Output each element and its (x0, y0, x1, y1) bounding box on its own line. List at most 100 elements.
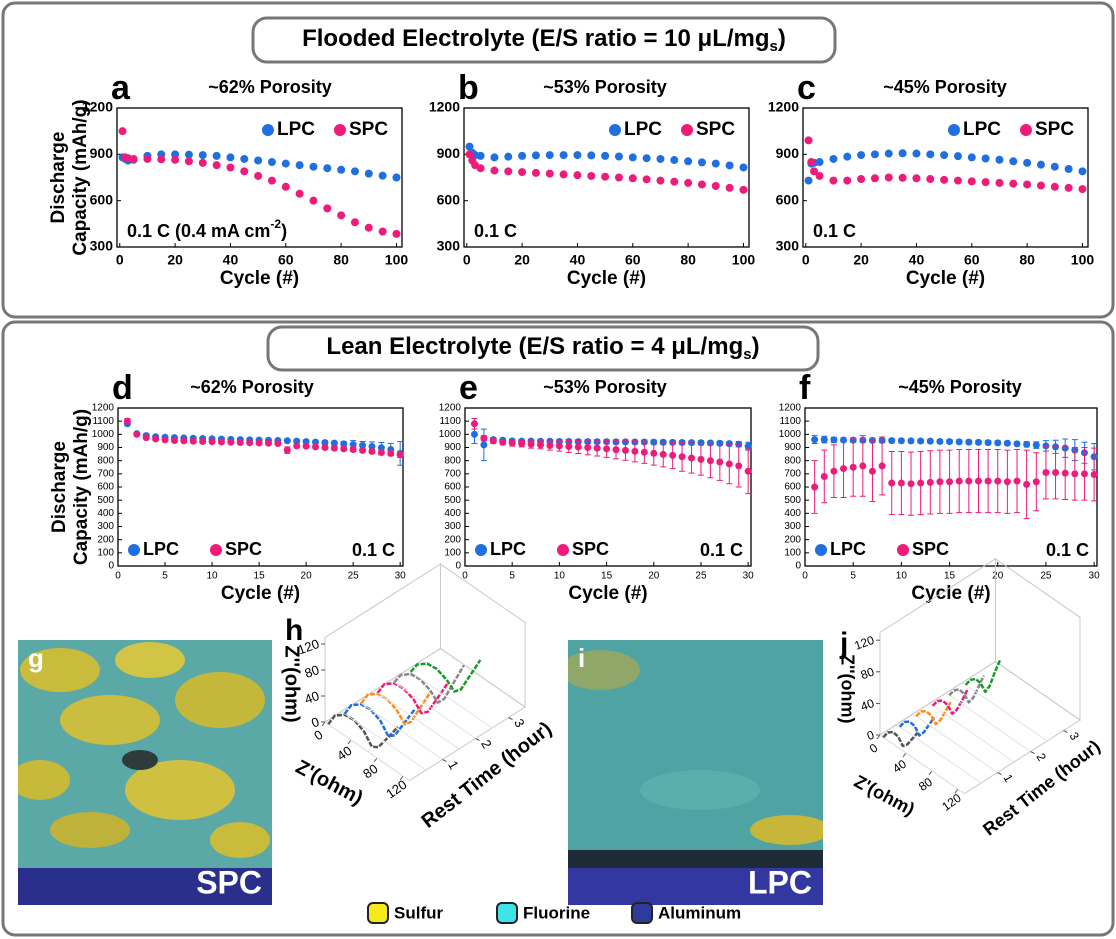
data-point (387, 449, 395, 457)
panel-letter: e (459, 369, 478, 407)
data-point (490, 153, 499, 162)
y-tick-label: 700 (784, 468, 801, 479)
y-axis-label: Capacity (mAh/g) (71, 409, 92, 565)
data-point (1023, 158, 1032, 167)
y-axis-label: Capacity (mAh/g) (70, 99, 91, 255)
legend-marker (609, 124, 621, 136)
data-point (642, 154, 651, 163)
data-point (337, 211, 346, 220)
x-tick-label: 10 (554, 571, 566, 582)
data-point (940, 151, 949, 160)
data-point (208, 438, 216, 446)
data-point (725, 460, 733, 468)
section-title: Flooded Electrolyte (E/S ratio = 10 μL/m… (302, 25, 786, 55)
data-point (829, 154, 838, 163)
data-point (573, 171, 582, 180)
panel-letter: h (285, 614, 303, 647)
data-point (744, 467, 752, 475)
z-tick-label: 80 (859, 664, 877, 682)
data-point (640, 448, 648, 456)
data-point (504, 152, 513, 161)
x-tick-label: 80 (680, 252, 696, 268)
legend-label: Sulfur (394, 903, 443, 922)
data-point (198, 158, 207, 167)
data-point (377, 449, 385, 457)
z-axis-label: Z''(ohm) (281, 645, 303, 722)
x-tick-label: 0 (463, 252, 471, 268)
legend-marker (897, 544, 909, 556)
y-tick-label: 300 (784, 521, 801, 532)
data-point (267, 176, 276, 185)
data-point (697, 158, 706, 167)
data-point (804, 136, 813, 145)
section-title-box (251, 16, 837, 64)
section-title-subscript: s (770, 38, 778, 55)
data-point (1080, 470, 1088, 478)
x-tick-label: 20 (992, 571, 1004, 582)
data-point (392, 229, 401, 238)
legend-marker (475, 544, 487, 556)
data-point (849, 463, 857, 471)
data-point (143, 154, 152, 163)
panel-letter: d (112, 369, 133, 407)
y-tick-label: 1000 (779, 429, 802, 440)
section-title-end: ) (752, 333, 760, 360)
y-tick-label: 400 (444, 508, 461, 519)
data-point (559, 151, 568, 160)
x-tick-label: 80 (916, 775, 935, 794)
data-point (804, 176, 813, 185)
data-point (1003, 439, 1011, 447)
x-tick-label: 30 (395, 571, 407, 582)
data-point (227, 438, 235, 446)
data-point (953, 176, 962, 185)
data-point (340, 445, 348, 453)
y-tick-label: 300 (444, 521, 461, 532)
x-tick-label: 15 (944, 571, 956, 582)
data-point (955, 477, 963, 485)
data-point (697, 455, 705, 463)
data-point (820, 436, 828, 444)
time-guide (374, 690, 460, 750)
annotation: 0.1 C (700, 540, 743, 560)
data-point (684, 178, 693, 187)
data-point (984, 477, 992, 485)
y-tick-label: 500 (444, 495, 461, 506)
y-tick-label: 1200 (779, 403, 802, 414)
x-tick-label: 120 (383, 777, 409, 802)
x-tick-label: 60 (278, 252, 294, 268)
data-point (321, 439, 329, 447)
data-point (965, 438, 973, 446)
annotation-superscript: -2 (270, 217, 281, 231)
data-point (706, 457, 714, 465)
legend-marker (262, 124, 274, 136)
data-point (236, 438, 244, 446)
data-point (330, 444, 338, 452)
data-point (309, 196, 318, 205)
data-point (1050, 182, 1059, 191)
data-point (531, 151, 540, 160)
data-point (337, 165, 346, 174)
plot-frame (116, 107, 403, 248)
data-point (888, 479, 896, 487)
eds-map-lpc (568, 640, 823, 905)
data-point (295, 189, 304, 198)
data-point (499, 438, 507, 446)
x-tick-label: 0 (867, 740, 881, 755)
data-point (868, 436, 876, 444)
data-point (965, 477, 973, 485)
x-tick-label: 25 (695, 571, 707, 582)
annotation-text: 0.1 C (0.4 mA cm (127, 221, 270, 241)
legend-label: LPC (143, 539, 179, 559)
x-tick-label: 40 (570, 252, 586, 268)
legend-marker (334, 124, 346, 136)
data-point (323, 164, 332, 173)
data-point (504, 167, 513, 176)
y-tick-label: 300 (776, 238, 800, 254)
x-tick-label: 15 (254, 571, 266, 582)
y-tick-label: 800 (784, 455, 801, 466)
legend-marker (681, 124, 693, 136)
t-tick (475, 738, 480, 741)
y-tick-label: 600 (784, 482, 801, 493)
data-point (368, 447, 376, 455)
legend-label: LPC (830, 539, 866, 559)
